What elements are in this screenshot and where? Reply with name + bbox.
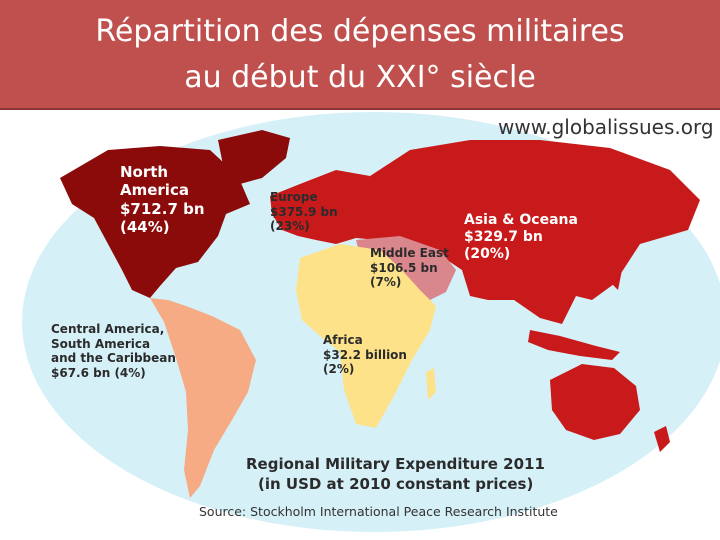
latin-america-name-3: and the Caribbean bbox=[51, 351, 176, 366]
region-latin-america bbox=[150, 298, 256, 498]
europe-share: (23%) bbox=[270, 219, 310, 234]
asia-oceania-name: Asia & Oceana bbox=[464, 212, 578, 228]
caption-line-2: (in USD at 2010 constant prices) bbox=[258, 474, 534, 493]
north-america-name-2: America bbox=[120, 181, 189, 200]
label-asia-oceania: Asia & Oceana $329.7 bn (20%) bbox=[464, 212, 578, 263]
caption-line-1: Regional Military Expenditure 2011 bbox=[246, 455, 545, 473]
label-middle-east: Middle East $106.5 bn (7%) bbox=[370, 246, 449, 290]
slide-title-line-1: Répartition des dépenses militaires bbox=[95, 14, 625, 49]
region-greenland bbox=[218, 130, 290, 184]
watermark-url: www.globalissues.org bbox=[498, 115, 714, 139]
latin-america-name-1: Central America, bbox=[51, 322, 165, 336]
map-caption: Regional Military Expenditure 2011 (in U… bbox=[246, 455, 545, 494]
latin-america-amount-share: $67.6 bn (4%) bbox=[51, 365, 146, 380]
region-europe bbox=[270, 170, 370, 244]
asia-oceania-amount: $329.7 bn bbox=[464, 229, 543, 246]
label-latin-america: Central America, South America and the C… bbox=[51, 322, 176, 381]
middle-east-amount: $106.5 bn bbox=[370, 260, 438, 275]
region-australia bbox=[550, 364, 640, 440]
region-madagascar bbox=[426, 368, 436, 400]
middle-east-share: (7%) bbox=[370, 275, 402, 290]
europe-amount: $375.9 bn bbox=[270, 204, 338, 219]
europe-name: Europe bbox=[270, 190, 318, 204]
africa-name: Africa bbox=[323, 333, 363, 347]
asia-oceania-share: (20%) bbox=[464, 246, 511, 263]
region-north-america bbox=[60, 146, 250, 298]
source-credit: Source: Stockholm International Peace Re… bbox=[199, 504, 558, 519]
region-africa bbox=[296, 244, 436, 428]
slide-title-line-2: au début du XXI° siècle bbox=[184, 60, 536, 95]
africa-share: (2%) bbox=[323, 362, 355, 377]
region-indonesia bbox=[528, 330, 620, 360]
world-map bbox=[22, 112, 720, 532]
title-bar: Répartition des dépenses militaires au d… bbox=[0, 0, 720, 110]
region-japan bbox=[610, 262, 622, 290]
label-africa: Africa $32.2 billion (2%) bbox=[323, 333, 407, 377]
latin-america-name-2: South America bbox=[51, 336, 151, 351]
middle-east-name: Middle East bbox=[370, 246, 449, 260]
region-new-zealand bbox=[654, 426, 670, 452]
label-north-america: North America $712.7 bn (44%) bbox=[120, 163, 205, 236]
africa-amount: $32.2 billion bbox=[323, 347, 407, 362]
north-america-name-1: North bbox=[120, 163, 169, 181]
label-europe: Europe $375.9 bn (23%) bbox=[270, 190, 338, 234]
north-america-share: (44%) bbox=[120, 217, 170, 236]
north-america-amount: $712.7 bn bbox=[120, 199, 205, 218]
